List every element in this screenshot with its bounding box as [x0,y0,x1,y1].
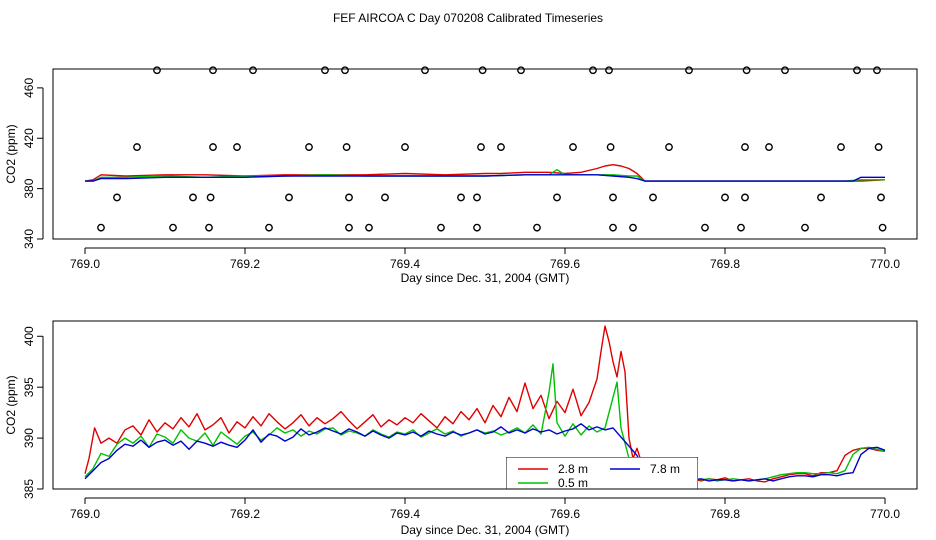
sample-marker [97,223,105,232]
sample-marker [533,223,541,232]
sample-marker [629,223,637,232]
top-panel: 769.0 769.2 769.4 769.6 769.8 770.0 Day since … [4,66,918,285]
legend-label: 0.5 m [558,476,588,490]
sample-marker [189,193,197,202]
sample-marker [649,193,657,202]
sample-marker [341,66,349,75]
y-axis-label: CO2 (ppm) [4,124,18,183]
legend-label: 2.8 m [558,462,588,476]
sample-marker [569,143,577,151]
figure-title: FEF AIRCOA C Day 070208 Calibrated Times… [333,11,603,25]
sample-marker [517,66,525,75]
sample-marker [401,143,409,151]
sample-marker [606,143,615,151]
sample-marker [305,143,313,151]
sample-marker [801,223,809,232]
sample-marker [113,193,121,202]
y-tick-label: 395 [22,377,36,397]
y-tick-label: 460 [22,78,36,98]
sample-marker [609,193,617,202]
sample-marker [781,66,789,75]
sample-marker [206,193,215,202]
sample-marker [345,223,353,232]
sample-marker [701,223,709,232]
sample-marker [589,66,597,75]
x-tick-label: 770.0 [870,507,900,521]
y-tick-label: 380 [22,178,36,198]
sample-marker [741,193,749,202]
sample-marker [877,193,885,202]
y-tick-label: 390 [22,428,36,448]
x-tick-label: 769.8 [710,507,740,521]
sample-marker [321,66,329,75]
sample-marker [853,66,861,75]
series-line-2-8-m [84,325,886,483]
bottom-panel: 769.0 769.2 769.4 769.6 769.8 770.0 Day since … [4,320,918,537]
sample-marker [342,143,351,151]
series-line-blue [85,174,885,182]
y-tick-label: 420 [22,128,36,148]
y-tick-label: 340 [22,229,36,249]
x-tick-label: 770.0 [870,257,900,271]
sample-marker [878,223,887,232]
x-tick-label: 769.0 [70,507,100,521]
plot-frame [52,68,918,240]
sample-marker [285,193,293,202]
sample-marker [473,193,481,202]
x-tick-label: 769.6 [550,257,580,271]
x-tick-label: 769.2 [230,507,260,521]
x-axis-label: Day since Dec. 31, 2004 (GMT) [401,271,570,285]
sample-marker [233,143,241,151]
sample-marker [874,143,883,151]
sample-marker [665,143,673,151]
series-line-2-8-m [84,163,886,182]
y-tick-label: 385 [22,479,36,499]
sample-marker [209,66,217,75]
series-line-blue [84,423,886,482]
legend-label: 7.8 m [650,462,680,476]
x-tick-label: 769.8 [710,257,740,271]
sample-marker [553,193,561,202]
sample-marker [737,223,745,232]
sample-marker [437,223,445,232]
sample-marker [609,223,617,232]
sample-marker [421,66,429,75]
sample-marker [457,193,465,202]
legend: 2.8 m 7.8 m 0.5 m [506,457,698,490]
sample-marker [209,143,217,151]
sample-marker [345,193,353,202]
sample-marker [742,66,751,75]
sample-marker [605,66,613,75]
sample-marker [478,66,487,75]
sample-marker [473,223,481,232]
sample-marker [265,223,273,232]
sample-marker [169,223,177,232]
sample-marker [133,143,141,151]
plot-frame [52,320,918,490]
sample-marker [381,193,389,202]
x-tick-label: 769.6 [550,507,580,521]
sample-marker [837,143,845,151]
sample-marker [741,143,749,151]
x-tick-label: 769.4 [390,257,420,271]
sample-marker [817,193,825,202]
sample-marker [365,223,373,232]
sample-marker [153,66,161,75]
sample-marker [873,66,881,75]
x-tick-label: 769.2 [230,257,260,271]
sample-marker [685,66,693,75]
sample-marker [721,193,729,202]
x-axis-label: Day since Dec. 31, 2004 (GMT) [401,523,570,537]
x-tick-label: 769.0 [70,257,100,271]
y-axis-label: CO2 (ppm) [4,375,18,434]
x-tick-label: 769.4 [390,507,420,521]
sample-marker [497,143,505,151]
y-tick-label: 400 [22,326,36,346]
sample-marker [249,66,257,75]
sample-marker [765,143,773,151]
sample-marker [477,143,485,151]
sample-marker [205,223,213,232]
